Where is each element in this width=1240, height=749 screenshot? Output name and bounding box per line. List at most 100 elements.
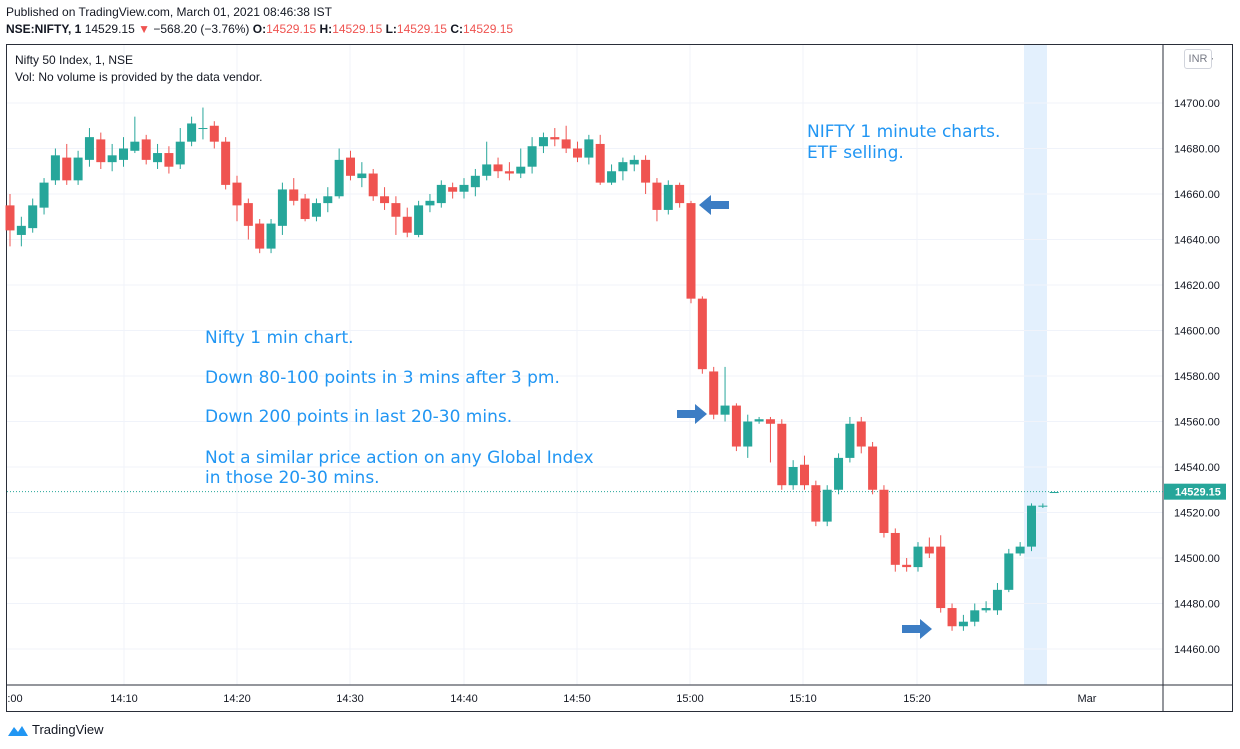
candle-body	[709, 371, 719, 415]
candle-body	[675, 184, 685, 204]
candle-body	[482, 164, 492, 176]
y-tick-label: 14640.00	[1174, 235, 1220, 247]
last-price: 14529.15	[84, 22, 135, 36]
candle-body	[402, 216, 412, 233]
close-label: C:	[450, 22, 463, 36]
candle-body	[255, 223, 265, 249]
currency-button[interactable]: INR	[1184, 49, 1212, 69]
candle-body	[187, 123, 197, 142]
high-label: H:	[319, 22, 333, 36]
candle-body	[414, 205, 424, 235]
candle-body	[663, 184, 673, 210]
candle-body	[153, 153, 163, 163]
candle-body	[221, 141, 231, 185]
low-label: L:	[385, 22, 397, 36]
candle-body	[1015, 546, 1025, 554]
x-tick-label: 15:00	[676, 693, 704, 705]
candle-body	[924, 546, 934, 554]
candle-body	[84, 137, 94, 160]
candle-body	[788, 467, 798, 486]
candle-body	[300, 198, 310, 220]
candle-body	[380, 196, 390, 204]
candle-body	[1027, 505, 1036, 547]
annotation-mid-line-4: Not a similar price action on any Global…	[205, 448, 594, 468]
candle-body	[992, 589, 1002, 611]
candle-body	[323, 196, 333, 204]
candle-body	[913, 546, 923, 568]
y-tick-label: 14680.00	[1174, 144, 1220, 156]
x-tick-label: 15:10	[789, 693, 817, 705]
candle-body	[754, 419, 764, 422]
candle-body	[868, 446, 878, 490]
candle-body	[243, 203, 253, 226]
candle-body	[958, 621, 968, 627]
candle-body	[538, 137, 548, 147]
y-tick-label: 14480.00	[1174, 599, 1220, 611]
candle-body	[777, 423, 787, 486]
y-tick-label: 14660.00	[1174, 189, 1220, 201]
y-tick-label: 14540.00	[1174, 462, 1220, 474]
candle-body	[289, 189, 299, 201]
y-tick-label: 14620.00	[1174, 280, 1220, 292]
candle-body	[5, 205, 15, 231]
candle-body	[459, 184, 469, 192]
y-tick-label: 14460.00	[1174, 644, 1220, 656]
candle-body	[368, 173, 378, 197]
change-value: −568.20 (−3.76%)	[153, 22, 250, 36]
candle-body	[209, 125, 219, 142]
price-tag-label: 14529.15	[1175, 487, 1221, 499]
candle-body	[936, 546, 946, 609]
candle-body	[902, 564, 912, 568]
candle-body	[164, 153, 174, 167]
candle-body	[970, 610, 980, 622]
x-tick-label: 14:10	[110, 693, 138, 705]
candle-body	[573, 148, 582, 158]
candle-body	[731, 405, 741, 447]
candle-body	[119, 148, 128, 160]
chart-legend-title: Nifty 50 Index, 1, NSE	[15, 53, 134, 67]
candle-body	[62, 157, 72, 181]
candle-body	[561, 139, 571, 149]
x-tick-label: 14:30	[336, 693, 364, 705]
footer-brand[interactable]: TradingView	[32, 722, 104, 737]
candle-body	[845, 423, 855, 458]
right-arrow-icon	[902, 619, 932, 639]
candle-body	[607, 171, 617, 183]
candle-body	[697, 298, 707, 370]
price-tag	[1164, 483, 1226, 500]
candle-body	[493, 164, 503, 172]
candle-body	[311, 203, 321, 217]
x-tick-label: Mar	[1078, 693, 1097, 705]
candle-body	[811, 485, 821, 522]
volume-note: Vol: No volume is provided by the data v…	[15, 70, 263, 84]
x-tick-label: :00	[7, 693, 22, 705]
candle-body	[584, 139, 594, 158]
candle-body	[834, 457, 844, 490]
candle-body	[16, 225, 26, 235]
x-tick-label: 15:20	[903, 693, 931, 705]
candle-body	[527, 146, 537, 167]
candle-body	[516, 166, 526, 174]
candle-body	[641, 159, 651, 183]
candle-body	[198, 128, 208, 130]
candle-body	[266, 223, 276, 249]
y-tick-label: 14700.00	[1174, 98, 1220, 110]
symbol-bar: NSE:NIFTY, 1 14529.15 ▼ −568.20 (−3.76%)…	[6, 22, 513, 37]
left-arrow-icon	[699, 195, 729, 215]
annotation-mid-line-3: Down 200 points in last 20-30 mins.	[205, 407, 513, 427]
candle-body	[346, 157, 355, 176]
x-tick-label: 14:40	[450, 693, 478, 705]
tradingview-logo-icon	[8, 726, 28, 736]
candle-body	[175, 141, 185, 165]
candle-body	[856, 421, 866, 447]
candle-body	[391, 203, 401, 217]
candle-body	[232, 182, 242, 206]
candle-body	[425, 200, 435, 206]
low-value: 14529.15	[396, 22, 447, 36]
candle-body	[890, 532, 900, 565]
candle-body	[470, 175, 480, 188]
annotation-mid-line-2: Down 80-100 points in 3 mins after 3 pm.	[205, 368, 560, 388]
candle-body	[765, 419, 775, 424]
open-label: O:	[252, 22, 267, 36]
